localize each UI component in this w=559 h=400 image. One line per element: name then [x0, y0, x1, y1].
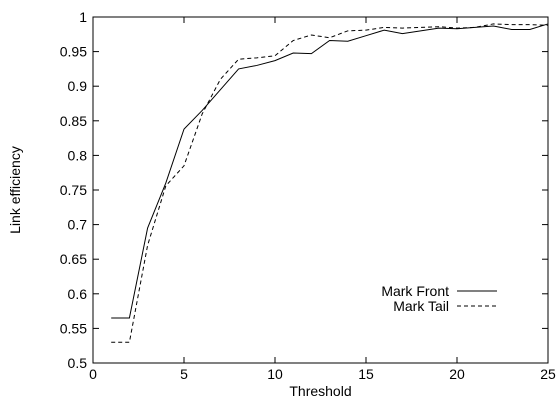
y-tick-label: 0.9 — [68, 78, 88, 94]
plot-frame — [92, 16, 549, 364]
y-tick-label: 0.95 — [60, 44, 87, 60]
x-axis-title: Threshold — [289, 383, 351, 399]
y-tick-label: 0.6 — [68, 286, 88, 302]
x-tick-label: 25 — [540, 366, 556, 382]
y-tick-label: 0.75 — [60, 182, 87, 198]
x-tick-label: 15 — [358, 366, 374, 382]
legend-label: Mark Front — [381, 283, 449, 299]
y-tick-label: 0.7 — [68, 217, 88, 233]
x-tick-label: 0 — [89, 366, 97, 382]
legend-label: Mark Tail — [393, 298, 449, 314]
x-tick-label: 20 — [449, 366, 465, 382]
x-tick-label: 5 — [180, 366, 188, 382]
y-axis-title: Link efficiency — [7, 146, 23, 234]
x-tick-label: 10 — [267, 366, 283, 382]
y-tick-label: 0.55 — [60, 320, 87, 336]
y-tick-label: 0.65 — [60, 251, 87, 267]
series-line-mark-front — [111, 23, 549, 319]
y-tick-label: 0.85 — [60, 113, 87, 129]
series-line-mark-tail — [111, 23, 549, 343]
y-tick-label: 1 — [79, 9, 87, 25]
y-tick-label: 0.5 — [68, 355, 88, 371]
y-tick-label: 0.8 — [68, 147, 88, 163]
